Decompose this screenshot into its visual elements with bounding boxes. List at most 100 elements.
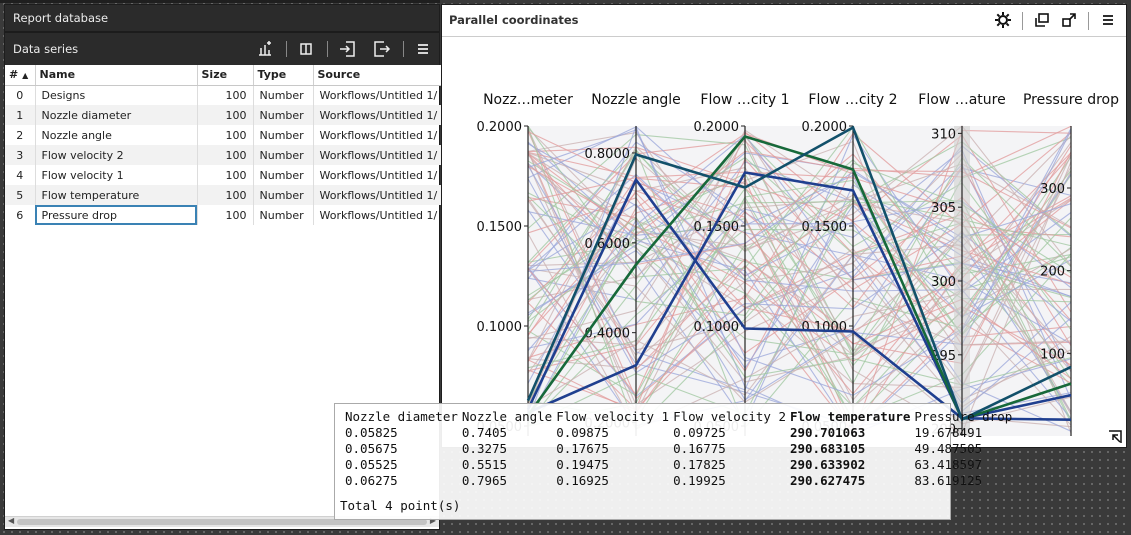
background-line: [527, 137, 1072, 397]
column-header-type[interactable]: Type: [253, 65, 314, 86]
row-index: 2: [5, 125, 36, 145]
tooltip-value: 0.06275: [345, 473, 398, 488]
background-line: [527, 141, 1072, 280]
menu-icon[interactable]: [1099, 11, 1117, 29]
background-line: [527, 202, 1072, 413]
toolbar-divider: [1088, 12, 1089, 30]
row-index: 3: [5, 145, 36, 165]
background-line: [527, 178, 1072, 374]
tooltip-value: 0.16925: [556, 473, 609, 488]
tooltip-column: Flow velocity 2 0.09725 0.16775 0.17825 0.19…: [673, 409, 790, 489]
table-row[interactable]: 4 Flow velocity 1 100 Number Workflows/Untit…: [5, 165, 442, 185]
background-line: [527, 166, 1072, 358]
sort-asc-icon: ▲: [22, 71, 29, 81]
tick-label: 0.2000: [802, 120, 848, 135]
highlighted-series-line: [526, 125, 1072, 422]
background-line: [527, 157, 1072, 369]
scroll-right-icon[interactable]: ▶: [429, 516, 436, 525]
tooltip-value: 0.05825: [345, 425, 398, 440]
row-source: Workflows/Untitled 1/: [313, 205, 442, 225]
background-line: [527, 134, 1072, 346]
row-type: Number: [253, 145, 314, 165]
table-row[interactable]: 3 Flow velocity 2 100 Number Workflows/Untit…: [5, 145, 442, 165]
row-source: Workflows/Untitled 1/: [313, 105, 442, 125]
row-name: Flow velocity 2: [35, 145, 198, 165]
tooltip-value: 290.627475: [789, 473, 866, 488]
tooltip-value: 0.05675: [345, 441, 398, 456]
background-line: [527, 130, 1072, 421]
background-line: [527, 153, 1072, 288]
row-name: Flow temperature: [35, 185, 198, 205]
tooltip-header: Flow velocity 2: [673, 409, 786, 424]
tick-label: 0.1500: [477, 220, 523, 235]
row-name: Nozzle diameter: [35, 105, 198, 125]
column-header-size[interactable]: Size: [197, 65, 254, 86]
background-line: [527, 150, 1072, 415]
background-line: [527, 125, 1072, 320]
horizontal-scrollbar[interactable]: ◀ ▶: [5, 516, 439, 527]
scroll-left-icon[interactable]: ◀: [8, 516, 15, 525]
menu-icon[interactable]: [414, 40, 432, 58]
table-header: # ▲ Name Size Type Source: [5, 65, 442, 86]
row-size: 100: [197, 165, 254, 185]
parallel-coordinates-chart[interactable]: Nozz…meter0.20000.15000.10000.0500Nozzle…: [442, 38, 1126, 447]
background-line: [527, 294, 1072, 434]
tooltip-value: 0.7405: [461, 425, 508, 440]
row-size: 100: [197, 205, 254, 225]
import-icon[interactable]: [338, 40, 356, 58]
tooltip-value: 0.3275: [461, 441, 508, 456]
tooltip-value: 83.619125: [914, 473, 983, 488]
background-line: [527, 228, 1072, 425]
background-line: [527, 165, 1072, 372]
table-row[interactable]: 2 Nozzle angle 100 Number Workflows/Untitled…: [5, 125, 442, 145]
table-row[interactable]: 6 Pressure drop 100 Number Workflows/Untitle…: [5, 205, 442, 225]
tooltip-value: 19.678491: [914, 425, 983, 440]
row-size: 100: [197, 125, 254, 145]
background-line: [527, 244, 1072, 408]
top-strip: [0, 0, 440, 3]
background-line: [527, 136, 1072, 424]
background-line: [527, 131, 1072, 411]
toolbar-label: Data series: [13, 42, 79, 56]
column-header-name[interactable]: Name: [35, 65, 198, 86]
row-type: Number: [253, 125, 314, 145]
tick-label: 300: [1040, 182, 1065, 197]
tick-label: 0.1000: [477, 320, 523, 335]
scrollbar-thumb[interactable]: [17, 519, 427, 525]
export-icon[interactable]: [373, 40, 391, 58]
row-type: Number: [253, 165, 314, 185]
background-line: [527, 216, 1072, 386]
tick-label: 100: [1040, 347, 1065, 362]
column-header-index[interactable]: # ▲: [5, 65, 36, 86]
background-line: [527, 128, 1072, 396]
tick-label: 0.1000: [802, 320, 848, 335]
tooltip-value: 0.19925: [673, 473, 726, 488]
tooltip-value: 0.19475: [556, 457, 609, 472]
tick-label: 310: [931, 127, 956, 142]
background-line: [527, 125, 1072, 361]
popout-icon[interactable]: [1033, 11, 1051, 29]
settings-icon[interactable]: [994, 11, 1012, 29]
column-icon[interactable]: [297, 40, 315, 58]
table-row[interactable]: 0 Designs 100 Number Workflows/Untitled 1/: [5, 85, 442, 105]
axis-label: Flow …ature: [918, 92, 1005, 108]
chart-add-icon[interactable]: [256, 40, 274, 58]
tick-label: 0.1000: [694, 320, 740, 335]
row-index: 5: [5, 185, 36, 205]
table-row[interactable]: 5 Flow temperature 100 Number Workflows/Unti…: [5, 185, 442, 205]
tooltip-value: 290.683105: [789, 441, 866, 456]
row-name: Nozzle angle: [35, 125, 198, 145]
column-header-source[interactable]: Source: [313, 65, 442, 86]
tooltip-total: Total 4 point(s): [340, 498, 461, 513]
row-size: 100: [197, 185, 254, 205]
background-line: [527, 138, 1072, 435]
maximize-icon[interactable]: [1060, 11, 1078, 29]
tooltip-value: 0.17825: [673, 457, 726, 472]
table-row[interactable]: 1 Nozzle diameter 100 Number Workflows/Untit…: [5, 105, 442, 125]
row-type: Number: [253, 85, 314, 105]
panel-header: Parallel coordinates: [442, 5, 1126, 37]
tooltip-value: 0.05525: [345, 457, 398, 472]
highlighted-series-line: [526, 135, 1072, 421]
resize-icon[interactable]: [1107, 429, 1123, 445]
background-line: [527, 196, 1072, 354]
